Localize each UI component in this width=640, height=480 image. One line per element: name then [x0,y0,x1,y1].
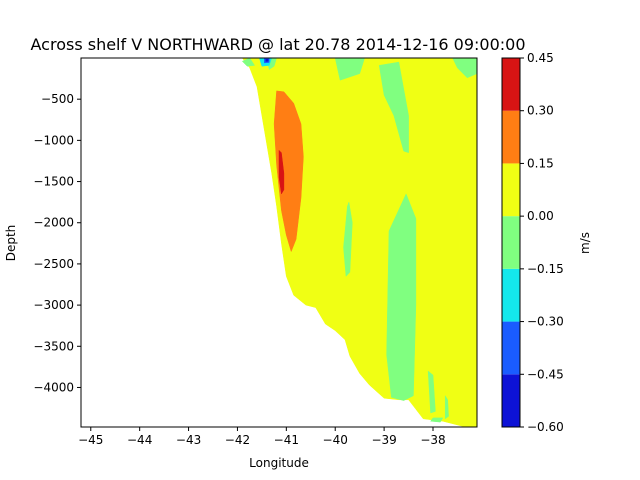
colorbar-band [502,374,520,427]
colorbar-tick-label: 0.45 [527,51,554,65]
y-tick-label: −2500 [33,257,74,271]
y-tick-label: −2000 [33,216,74,230]
x-tick-label: −38 [420,433,445,447]
contour-region-6 [343,201,353,277]
plot-frame [80,57,478,428]
colorbar-tick-label: 0.15 [527,156,554,170]
contour-region-10 [430,417,444,423]
y-tick-label: −1000 [33,133,74,147]
colorbar-band [502,216,520,269]
contour-region-13 [265,58,269,62]
contour-region-8 [427,370,436,414]
x-tick-label: −39 [371,433,396,447]
colorbar-tick-label: 0.30 [527,104,554,118]
colorbar-tick-label: 0.00 [527,209,554,223]
x-tick-label: −44 [127,433,152,447]
colorbar-frame [501,57,521,428]
colorbar-label: m/s [578,232,592,254]
x-tick-label: −41 [274,433,299,447]
colorbar-band [502,110,520,164]
colorbar-band [502,163,520,217]
plot-area [241,57,478,428]
y-tick-label: −3000 [33,298,74,312]
y-tick-label: −1500 [33,175,74,189]
x-tick-label: −42 [225,433,250,447]
x-tick-label: −43 [176,433,201,447]
contour-region-4 [378,61,409,154]
colorbar-tick-label: −0.45 [527,367,564,381]
colorbar-tick-label: −0.30 [527,315,564,329]
colorbar: −0.60 −0.45 −0.30 −0.15 0.00 0.15 0.30 0.45 [501,51,564,434]
contour-region-15 [278,149,285,195]
contour-region-14 [273,90,304,253]
colorbar-band [502,321,520,375]
y-tick-label: −500 [41,92,74,106]
colorbar-tick-label: −0.60 [527,420,564,434]
x-tick-label: −40 [323,433,348,447]
y-tick-label: −3500 [33,339,74,353]
x-axis: −45 −44 −43 −42 −41 −40 −39 −38 [78,427,446,447]
y-axis-label: Depth [4,225,18,262]
contour-region-7 [386,193,417,401]
y-tick-label: −4000 [33,380,74,394]
contour-region-9 [444,394,449,420]
chart-title: Across shelf V NORTHWARD @ lat 20.78 201… [31,35,526,54]
colorbar-tick-label: −0.15 [527,262,564,276]
x-tick-label: −45 [78,433,103,447]
y-axis: −500 −1000 −1500 −2000 −2500 −3000 −3500 −4000 [33,92,81,394]
colorbar-band [502,58,520,111]
x-axis-label: Longitude [249,456,309,470]
colorbar-band [502,268,520,322]
contour-region-1 [241,57,256,67]
